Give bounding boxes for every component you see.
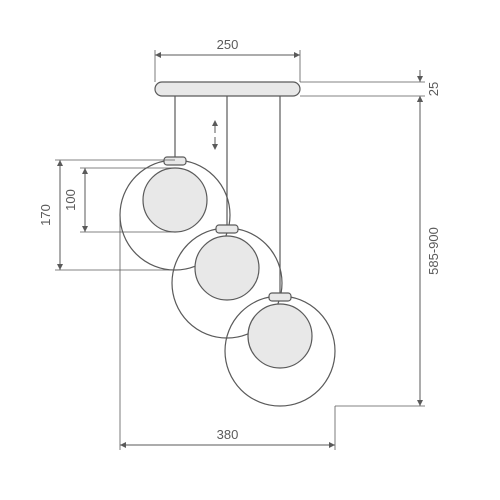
pendant-lamp-diagram: 250 25 585-900 380 100 170 (0, 0, 500, 500)
dim-outer-d-label: 170 (38, 204, 53, 226)
socket-cap-0 (164, 157, 186, 165)
socket-cap-2 (269, 293, 291, 301)
ceiling-plate (155, 82, 300, 96)
arrowhead (120, 442, 126, 448)
arrowhead (82, 168, 88, 174)
arrowhead (329, 442, 335, 448)
socket-cap-1 (216, 225, 238, 233)
dim-height-label: 585-900 (426, 227, 441, 275)
arrowhead (417, 76, 423, 82)
dim-plate-h-label: 25 (426, 82, 441, 96)
arrowhead (417, 400, 423, 406)
arrowhead (82, 226, 88, 232)
dim-bottom-width-label: 380 (217, 427, 239, 442)
inner-globe-1 (195, 236, 259, 300)
dim-top-width-label: 250 (217, 37, 239, 52)
arrowhead (294, 52, 300, 58)
inner-globe-0 (143, 168, 207, 232)
inner-globe-2 (248, 304, 312, 368)
arrowhead (155, 52, 161, 58)
arrowhead (212, 120, 218, 126)
arrowhead (57, 264, 63, 270)
arrowhead (57, 160, 63, 166)
arrowhead (212, 144, 218, 150)
dim-inner-d-label: 100 (63, 189, 78, 211)
arrowhead (417, 96, 423, 102)
